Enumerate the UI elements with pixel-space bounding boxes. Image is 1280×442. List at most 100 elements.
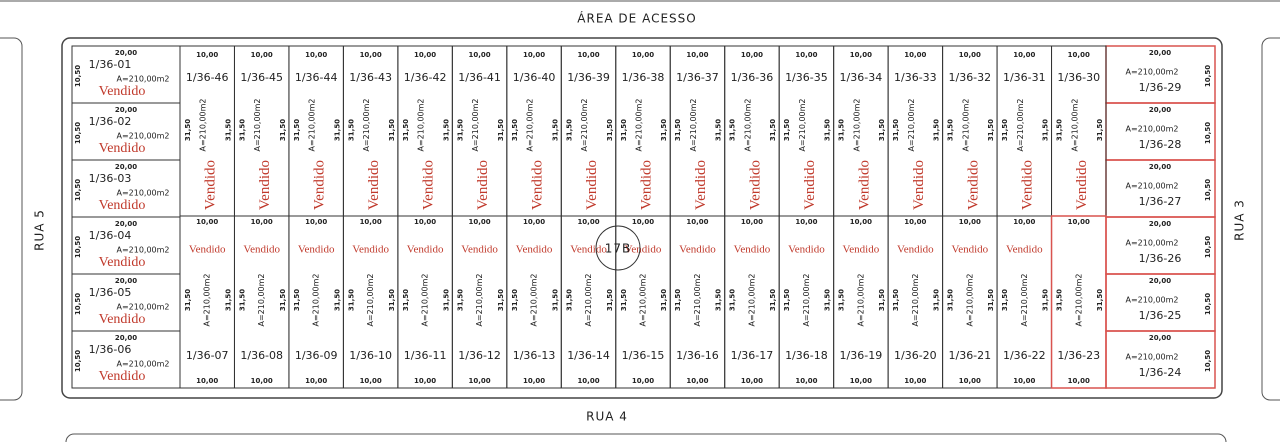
lot-depth: 31,50: [729, 289, 737, 311]
lot-status: Vendido: [243, 244, 280, 256]
lot-depth: 31,50: [333, 289, 341, 311]
lot-width: 10,00: [686, 218, 708, 226]
lot-id: 1/36-32: [948, 71, 991, 84]
lot-width: 20,00: [115, 106, 137, 114]
lot-id: 1/36-09: [295, 349, 338, 362]
lot-width: 10,00: [251, 218, 273, 226]
lot-depth: 31,50: [1001, 289, 1009, 311]
lot-width: 20,00: [115, 334, 137, 342]
lot-depth: 31,50: [347, 119, 355, 141]
lot-depth: 31,50: [660, 289, 668, 311]
lot-id: 1/36-46: [186, 71, 229, 84]
lot-id: 1/36-27: [1139, 195, 1182, 208]
lot-area: A=210,00m2: [1070, 98, 1079, 151]
lot-depth: 31,50: [715, 119, 723, 141]
lot-status: Vendido: [843, 244, 880, 256]
lot-status: Vendido: [965, 160, 981, 210]
lot-depth: 31,50: [497, 289, 505, 311]
lot-area: A=210,00m2: [475, 273, 484, 326]
lot-width: 10,00: [469, 51, 491, 59]
lot-depth: 31,50: [442, 119, 450, 141]
lot-width: 10,00: [850, 377, 872, 385]
lot-area: A=210,00m2: [1125, 68, 1178, 77]
lot-depth: 31,50: [388, 289, 396, 311]
lot-depth: 31,50: [783, 119, 791, 141]
lot-depth: 31,50: [402, 119, 410, 141]
lot-status: Vendido: [1006, 244, 1043, 256]
lot-depth: 31,50: [660, 119, 668, 141]
lot-area: A=210,00m2: [257, 273, 266, 326]
lot-width: 10,00: [795, 51, 817, 59]
lot-width: 10,00: [414, 51, 436, 59]
adjacent-block: [65, 433, 1227, 442]
lot-area: A=210,00m2: [116, 246, 169, 255]
lot-id: 1/36-34: [840, 71, 883, 84]
lot-width: 10,00: [632, 51, 654, 59]
adjacent-block: [1261, 37, 1280, 401]
lot-area: A=210,00m2: [530, 273, 539, 326]
lot-area: A=210,00m2: [1125, 239, 1178, 248]
lot-depth: 31,50: [497, 119, 505, 141]
lot-id: 1/36-03: [89, 172, 132, 185]
lot-status: Vendido: [99, 369, 146, 384]
lot-area: A=210,00m2: [362, 98, 371, 151]
lot-status: Vendido: [189, 244, 226, 256]
left-label: RUA 5: [33, 209, 47, 251]
lot-width: 10,00: [959, 377, 981, 385]
lot-area: A=210,00m2: [526, 98, 535, 151]
lot-area: A=210,00m2: [747, 273, 756, 326]
lot-depth: 10,50: [74, 350, 82, 372]
lot-width: 10,00: [904, 218, 926, 226]
lot-width: 10,00: [360, 218, 382, 226]
lot-width: 10,00: [414, 218, 436, 226]
lot-area: A=210,00m2: [798, 98, 807, 151]
lot-status: Vendido: [951, 244, 988, 256]
lot-depth: 31,50: [1056, 289, 1064, 311]
lot-id: 1/36-25: [1139, 309, 1182, 322]
lot-area: A=210,00m2: [580, 98, 589, 151]
lot-depth: 31,50: [1096, 119, 1104, 141]
lot-depth: 10,50: [1204, 293, 1212, 315]
lot-depth: 10,50: [74, 65, 82, 87]
lot-area: A=210,00m2: [961, 98, 970, 151]
block-outline: [61, 37, 1223, 399]
lot-id: 1/36-22: [1003, 349, 1046, 362]
lot-width: 20,00: [1149, 49, 1171, 57]
lot-depth: 31,50: [184, 119, 192, 141]
lot-depth: 31,50: [293, 119, 301, 141]
bottom-label: RUA 4: [586, 410, 628, 424]
lot-width: 10,00: [305, 218, 327, 226]
lot-width: 10,00: [632, 218, 654, 226]
lot-depth: 31,50: [620, 119, 628, 141]
lot-id: 1/36-39: [567, 71, 610, 84]
lot-id: 1/36-11: [404, 349, 447, 362]
lot-width: 10,00: [741, 377, 763, 385]
lot-width: 10,00: [469, 377, 491, 385]
lot-status: Vendido: [352, 244, 389, 256]
lot-depth: 31,50: [769, 289, 777, 311]
lot-depth: 31,50: [551, 119, 559, 141]
lot-area: A=210,00m2: [421, 273, 430, 326]
lot-depth: 31,50: [565, 119, 573, 141]
block-marker: [595, 225, 641, 271]
lot-area: A=210,00m2: [116, 303, 169, 312]
lot-depth: 31,50: [838, 119, 846, 141]
lot-status: Vendido: [516, 244, 553, 256]
lot-depth: 31,50: [987, 289, 995, 311]
lot-status: Vendido: [693, 160, 709, 210]
lot-depth: 31,50: [224, 289, 232, 311]
lot-depth: 31,50: [279, 289, 287, 311]
lot-depth: 31,50: [674, 289, 682, 311]
lot-width: 10,00: [959, 218, 981, 226]
lot-area: A=210,00m2: [1125, 296, 1178, 305]
lot-area: A=210,00m2: [693, 273, 702, 326]
lot-status: Vendido: [638, 160, 654, 210]
lot-width: 10,00: [850, 51, 872, 59]
lot-status: Vendido: [257, 160, 273, 210]
lot-id: 1/36-07: [186, 349, 229, 362]
lot-id: 1/36-31: [1003, 71, 1046, 84]
lot-width: 10,00: [795, 218, 817, 226]
lot-width: 10,00: [360, 377, 382, 385]
lot-depth: 31,50: [456, 289, 464, 311]
